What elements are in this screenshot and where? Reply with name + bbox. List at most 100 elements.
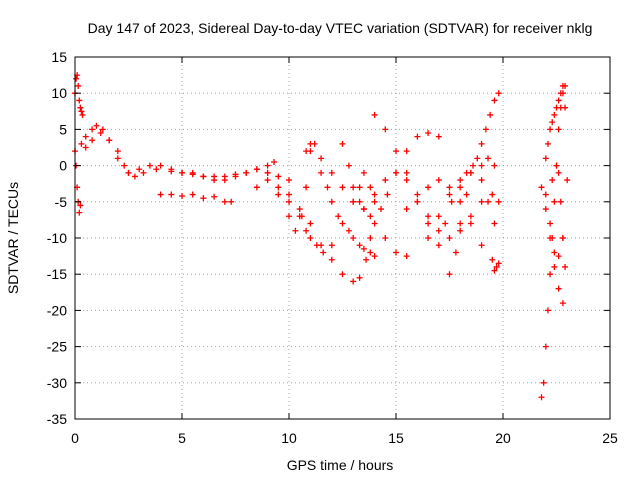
data-point [538,394,545,401]
data-point [495,260,502,267]
data-point [403,206,410,213]
data-point [425,130,432,137]
data-point [153,166,160,173]
data-point [78,140,85,147]
data-point [485,198,492,205]
data-point [221,198,228,205]
data-point [403,148,410,155]
data-point [544,307,551,314]
data-point [435,177,442,184]
data-point [551,249,558,256]
data-point [457,184,464,191]
data-point [228,198,235,205]
data-point [549,119,556,126]
data-point [232,171,239,178]
series-arc-c [78,122,278,184]
data-point [547,235,554,241]
data-point [446,271,453,278]
data-point [493,263,500,270]
series-arc-r [538,82,569,401]
data-point [307,235,314,241]
data-point [555,97,562,104]
data-point [547,271,554,278]
data-point [478,242,485,249]
data-point [491,220,498,227]
data-point [542,155,549,162]
data-point [189,191,196,198]
data-point [328,256,335,263]
y-tick-label: -15 [47,266,67,282]
x-tick-label: 20 [495,430,511,446]
data-point [544,140,551,147]
data-point [463,191,470,198]
data-point [243,169,250,176]
data-point [414,191,421,198]
data-point [474,155,481,162]
data-point [350,184,357,191]
data-point [542,343,549,350]
data-point [303,148,310,155]
data-point [557,198,564,205]
data-point [253,184,260,191]
data-point [425,235,432,241]
data-point [350,198,357,205]
data-point [446,235,453,241]
data-point [157,162,164,169]
data-point [73,75,80,82]
data-point [403,169,410,176]
data-point [303,227,310,234]
data-point [551,111,558,118]
data-point [157,191,164,198]
data-point [551,198,558,205]
y-tick-label: 5 [59,121,67,137]
data-point [339,184,346,191]
y-tick-label: 15 [51,49,67,65]
series-arc-l [371,111,496,241]
data-point [292,227,299,234]
y-tick-label: -5 [55,194,68,210]
data-point [168,166,175,173]
data-point [179,193,185,200]
data-point [140,169,147,176]
y-tick-label: -25 [47,339,67,355]
x-tick-label: 15 [388,430,404,446]
data-point [264,169,271,176]
series-arc-i [303,140,432,227]
data-point [356,198,363,205]
data-point [271,158,278,165]
data-point [491,162,498,169]
data-point [307,140,314,147]
data-point [76,209,83,216]
x-tick-label: 25 [602,430,618,446]
data-point [435,213,442,220]
data-point [211,193,218,200]
data-point [378,206,385,213]
data-point [286,191,292,198]
data-point [452,249,459,256]
data-point [360,206,367,213]
data-point [97,130,104,137]
data-point [350,235,357,241]
data-point [491,267,498,274]
data-point [318,242,325,249]
y-tick-label: -10 [47,230,67,246]
x-axis-ticks: 0 5 10 15 20 25 [71,57,618,446]
data-point [555,285,562,292]
data-point [371,253,378,260]
y-tick-label: 0 [59,158,67,174]
series-arc-v [549,162,569,270]
data-point [384,191,391,198]
data-point [114,148,121,155]
data-point [136,166,143,173]
y-axis-ticks: -35 -30 -25 -20 -15 -10 -5 0 5 10 15 [47,49,610,427]
data-point [467,213,474,220]
data-point [446,184,453,191]
data-point [467,169,474,176]
y-axis-label: SDTVAR / TECUs [5,182,21,294]
data-point [478,198,485,205]
x-tick-label: 10 [281,430,297,446]
data-point [491,97,498,104]
data-point [275,191,282,198]
data-point [542,191,549,198]
